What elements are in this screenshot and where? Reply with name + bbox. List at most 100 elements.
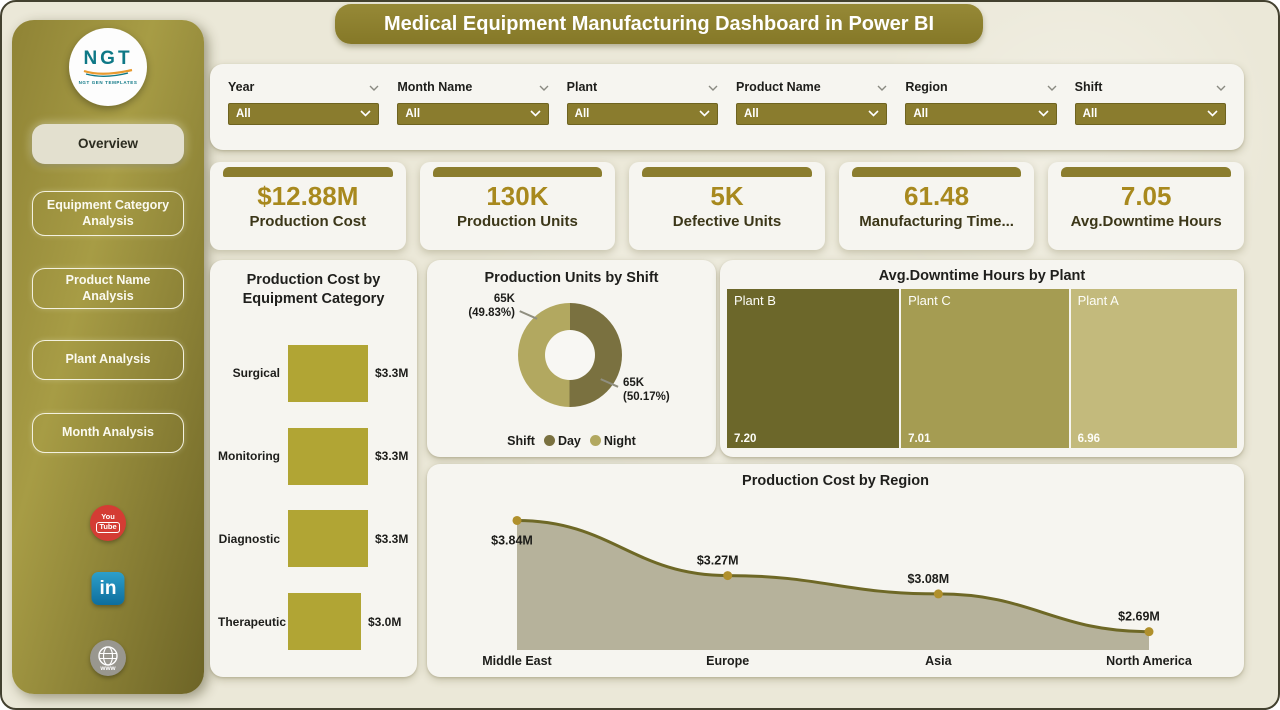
kpi-label: Defective Units <box>672 212 782 230</box>
dropdown-value: All <box>405 108 421 120</box>
kpi-accent-strip <box>1061 167 1231 177</box>
donut-chart-production-units-by-shift: Production Units by Shift 65K (49.83%) 6… <box>427 260 716 457</box>
kpi-accent-strip <box>642 167 812 177</box>
chevron-down-icon[interactable] <box>1216 80 1226 94</box>
treemap-tile[interactable]: Plant B 7.20 <box>727 289 900 448</box>
filter-shift: Shift All <box>1074 80 1226 150</box>
donut-ring[interactable] <box>518 303 622 407</box>
logo-swoosh-icon <box>83 68 133 77</box>
chevron-down-icon <box>530 108 541 120</box>
youtube-icon[interactable]: You Tube <box>90 505 126 541</box>
filter-shift-dropdown[interactable]: All <box>1074 103 1226 125</box>
callout-value: 65K <box>623 377 645 389</box>
kpi-accent-strip <box>223 167 393 177</box>
legend-item-night[interactable]: Night <box>589 434 636 448</box>
kpi-label: Production Cost <box>249 212 367 230</box>
dropdown-value: All <box>236 108 251 120</box>
filter-product-name: Product Name All <box>735 80 888 150</box>
treemap-tile[interactable]: Plant A 6.96 <box>1070 289 1237 448</box>
data-point-label: $3.84M <box>491 533 533 547</box>
legend-label: Night <box>603 434 636 448</box>
dropdown-value: All <box>574 108 590 120</box>
bar-rows: Surgical $3.3M Monitoring $3.3M Diagnost… <box>218 332 413 663</box>
globe-glyph: www <box>98 646 118 672</box>
data-point-label: $3.08M <box>907 572 949 586</box>
donut-hole <box>545 330 595 380</box>
filter-plant-dropdown[interactable]: All <box>566 103 718 125</box>
legend-dot-night <box>589 435 601 446</box>
donut-callout-day: 65K (50.17%) <box>623 376 670 405</box>
page-title-text: Medical Equipment Manufacturing Dashboar… <box>383 12 935 35</box>
sidebar-item-label: Plant Analysis <box>65 352 151 367</box>
callout-value: 65K <box>493 293 515 305</box>
chevron-down-icon[interactable] <box>1047 80 1057 94</box>
sidebar-item-label: Product Name Analysis <box>65 272 151 303</box>
chart-title: Production Cost by Region <box>742 473 929 489</box>
ngt-logo: NGT NGT GEN TEMPLATES <box>69 28 147 106</box>
tile-value: 7.20 <box>734 433 757 445</box>
sidebar-item-month-analysis[interactable]: Month Analysis <box>32 413 184 453</box>
bar-value-label: $3.3M <box>375 531 409 546</box>
linkedin-text: in <box>99 577 117 599</box>
filter-year-dropdown[interactable]: All <box>228 103 380 125</box>
sidebar-item-overview[interactable]: Overview <box>32 124 184 164</box>
chevron-down-icon[interactable] <box>708 80 718 94</box>
linkedin-icon[interactable]: in <box>91 572 125 605</box>
chevron-down-icon <box>360 108 371 120</box>
chevron-down-icon[interactable] <box>877 80 887 94</box>
filter-region: Region All <box>905 80 1057 150</box>
tile-name: Plant C <box>908 293 951 308</box>
legend-item-day[interactable]: Day <box>543 434 581 448</box>
sidebar-item-label: Equipment Category Analysis <box>46 197 170 228</box>
chevron-down-icon[interactable] <box>539 80 549 94</box>
kpi-production-units: 130K Production Units <box>419 162 616 250</box>
page-title: Medical Equipment Manufacturing Dashboar… <box>335 4 983 44</box>
treemap-avg-downtime-hours-by-plant: Avg.Downtime Hours by Plant Plant B 7.20… <box>720 260 1244 457</box>
kpi-label: Manufacturing Time... <box>859 212 1014 230</box>
youtube-text: You <box>101 512 115 522</box>
logo-subtext: NGT GEN TEMPLATES <box>78 80 138 85</box>
legend-title: Shift <box>507 434 535 448</box>
sidebar-item-plant-analysis[interactable]: Plant Analysis <box>32 340 184 380</box>
data-point[interactable] <box>512 515 522 525</box>
kpi-value: $12.88M <box>257 181 359 211</box>
chevron-down-icon[interactable] <box>369 80 379 94</box>
chevron-down-icon <box>1038 108 1049 120</box>
bar-category-label: Diagnostic <box>218 531 280 546</box>
kpi-defective-units: 5K Defective Units <box>629 162 825 250</box>
sidebar-item-equipment-category-analysis[interactable]: Equipment Category Analysis <box>32 191 184 236</box>
kpi-avg-downtime-hours: 7.05 Avg.Downtime Hours <box>1048 162 1244 250</box>
kpi-value: 61.48 <box>904 181 970 211</box>
chevron-down-icon <box>699 108 710 120</box>
kpi-label: Production Units <box>456 212 578 230</box>
x-axis-label: North America <box>1106 654 1193 668</box>
filter-region-dropdown[interactable]: All <box>905 103 1057 125</box>
bar-rect[interactable] <box>288 427 368 485</box>
callout-pct: (49.83%) <box>468 307 515 320</box>
data-point[interactable] <box>933 589 943 599</box>
x-axis-label: Europe <box>706 654 749 668</box>
bar-row: Monitoring $3.3M <box>218 415 413 498</box>
bar-category-label: Monitoring <box>218 449 280 464</box>
dropdown-value: All <box>1082 108 1098 120</box>
bar-category-label: Therapeutic <box>218 614 287 629</box>
treemap-tiles: Plant B 7.20 Plant C 7.01 Plant A 6.96 <box>727 289 1237 448</box>
sidebar-item-product-name-analysis[interactable]: Product Name Analysis <box>32 268 184 309</box>
kpi-value: 7.05 <box>1120 181 1172 211</box>
kpi-label: Avg.Downtime Hours <box>1070 212 1222 230</box>
filter-year: Year All <box>228 80 380 150</box>
treemap-tile[interactable]: Plant C 7.01 <box>901 289 1069 448</box>
data-point[interactable] <box>723 571 733 581</box>
filter-product-name-dropdown[interactable]: All <box>735 103 888 125</box>
bar-rect[interactable] <box>288 344 368 402</box>
svg-text:www: www <box>99 665 116 672</box>
kpi-value: 5K <box>710 181 744 211</box>
filter-label: Region <box>905 80 948 94</box>
chevron-down-icon <box>1207 108 1218 120</box>
filter-month-name-dropdown[interactable]: All <box>397 103 549 125</box>
area-chart-canvas[interactable]: $3.84M Middle East $3.27M Europe $3.08M Asia $… <box>427 464 1244 677</box>
data-point[interactable] <box>1144 627 1154 637</box>
globe-icon[interactable]: www <box>90 640 126 676</box>
bar-rect[interactable] <box>288 593 361 651</box>
bar-rect[interactable] <box>288 510 368 568</box>
